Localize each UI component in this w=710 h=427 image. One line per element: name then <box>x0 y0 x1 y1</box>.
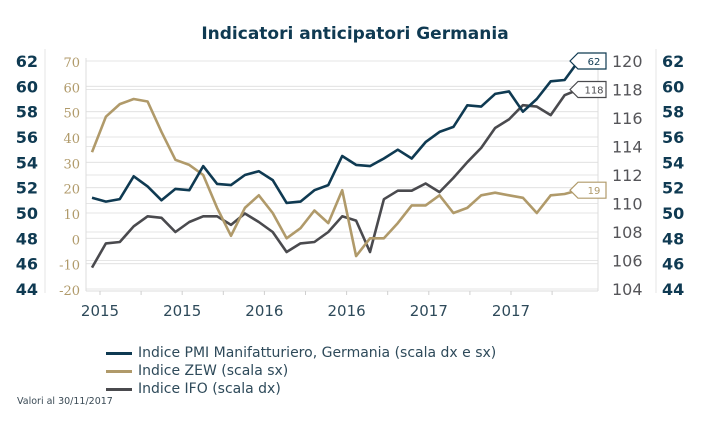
x-tick-label: 2017 <box>492 302 530 320</box>
callout-box-pmi <box>569 52 607 70</box>
y-axis-right-pmi: 62 60 58 56 54 52 50 48 46 44 <box>662 52 684 299</box>
y-tick-label-pmi-left: 48 <box>16 229 38 248</box>
y-tick-label-zew: 50 <box>63 107 80 122</box>
y-tick-label-ifo: 112 <box>612 166 643 185</box>
legend-swatch-zew <box>106 369 132 373</box>
x-tick-label: 2015 <box>163 302 201 320</box>
y-tick-label-pmi-right: 60 <box>662 77 684 96</box>
y-tick-label-pmi-left: 50 <box>16 204 38 223</box>
y-tick-label-pmi-right: 46 <box>662 255 684 274</box>
y-tick-label-pmi-left: 46 <box>16 255 38 274</box>
y-tick-label-pmi-left: 56 <box>16 128 38 147</box>
plot-frame <box>44 49 657 293</box>
gridlines <box>86 60 598 290</box>
y-tick-label-pmi-right: 58 <box>662 103 684 122</box>
callout-box-ifo <box>569 80 607 99</box>
callout-label-pmi: 62 <box>588 57 601 68</box>
end-value-callouts: 62 19 118 <box>569 52 607 199</box>
y-tick-label-pmi-left: 62 <box>16 52 38 71</box>
legend-item-ifo: Indice IFO (scala dx) <box>106 380 496 398</box>
y-tick-label-ifo: 104 <box>612 280 643 299</box>
y-tick-label-zew: 30 <box>63 157 80 172</box>
y-tick-label-ifo: 120 <box>612 52 643 71</box>
y-axis-right-ifo: 120 118 116 114 112 110 108 106 104 <box>612 52 643 299</box>
x-tick-label: 2016 <box>245 302 283 320</box>
y-tick-label-pmi-right: 50 <box>662 204 684 223</box>
legend-item-pmi: Indice PMI Manifatturiero, Germania (sca… <box>106 344 496 362</box>
y-tick-label-pmi-right: 44 <box>662 280 684 299</box>
legend-item-zew: Indice ZEW (scala sx) <box>106 362 496 380</box>
y-tick-label-pmi-right: 48 <box>662 229 684 248</box>
y-tick-label-pmi-left: 54 <box>16 153 38 172</box>
y-tick-label-pmi-right: 62 <box>662 52 684 71</box>
y-tick-label-zew: 70 <box>63 56 80 71</box>
y-tick-label-zew: -20 <box>59 284 80 299</box>
legend-label-zew: Indice ZEW (scala sx) <box>138 363 289 379</box>
legend-swatch-pmi <box>106 351 132 355</box>
x-axis: 2015 2015 2016 2016 2017 2017 <box>81 291 553 320</box>
y-tick-label-pmi-right: 52 <box>662 179 684 198</box>
y-tick-label-zew: 20 <box>63 183 80 198</box>
x-tick-label: 2016 <box>328 302 366 320</box>
x-tick-label: 2015 <box>81 302 119 320</box>
y-tick-label-pmi-left: 60 <box>16 77 38 96</box>
y-tick-label-zew: 10 <box>63 208 80 223</box>
y-tick-label-ifo: 116 <box>612 109 643 128</box>
y-tick-label-ifo: 118 <box>612 81 643 100</box>
series-line-ifo <box>90 88 579 269</box>
y-tick-label-pmi-right: 56 <box>662 128 684 147</box>
callout-label-zew: 19 <box>588 186 601 197</box>
y-tick-label-ifo: 108 <box>612 223 643 242</box>
y-tick-label-zew: 40 <box>63 132 80 147</box>
y-tick-label-zew: 0 <box>72 233 80 248</box>
y-axis-left-pmi: 62 60 58 56 54 52 50 48 46 44 <box>16 52 38 299</box>
y-tick-label-ifo: 106 <box>612 252 643 271</box>
series-lines <box>90 60 580 269</box>
y-tick-label-pmi-left: 52 <box>16 179 38 198</box>
y-tick-label-pmi-right: 54 <box>662 153 684 172</box>
callout-label-ifo: 118 <box>584 86 603 97</box>
y-tick-label-ifo: 110 <box>612 195 643 214</box>
series-line-zew <box>90 97 579 258</box>
y-axis-left-zew: 70 60 50 40 30 20 10 0 -10 -20 <box>59 56 80 299</box>
chart: 62 60 58 56 54 52 50 48 46 44 70 60 50 40 30 20 10 0 -10 -… <box>16 49 684 320</box>
legend-label-ifo: Indice IFO (scala dx) <box>138 381 281 397</box>
legend: Indice PMI Manifatturiero, Germania (sca… <box>106 344 496 398</box>
x-tick-label: 2017 <box>410 302 448 320</box>
callout-box-zew <box>569 181 607 199</box>
footnote: Valori al 30/11/2017 <box>17 396 113 407</box>
y-tick-label-pmi-left: 58 <box>16 103 38 122</box>
legend-label-pmi: Indice PMI Manifatturiero, Germania (sca… <box>138 345 497 361</box>
y-tick-label-zew: -10 <box>59 259 80 274</box>
legend-swatch-ifo <box>106 387 132 391</box>
y-tick-label-zew: 60 <box>63 81 80 96</box>
y-tick-label-pmi-left: 44 <box>16 280 38 299</box>
chart-title: Indicatori anticipatori Germania <box>201 24 509 44</box>
y-tick-label-ifo: 114 <box>612 138 643 157</box>
series-line-pmi <box>91 60 580 205</box>
